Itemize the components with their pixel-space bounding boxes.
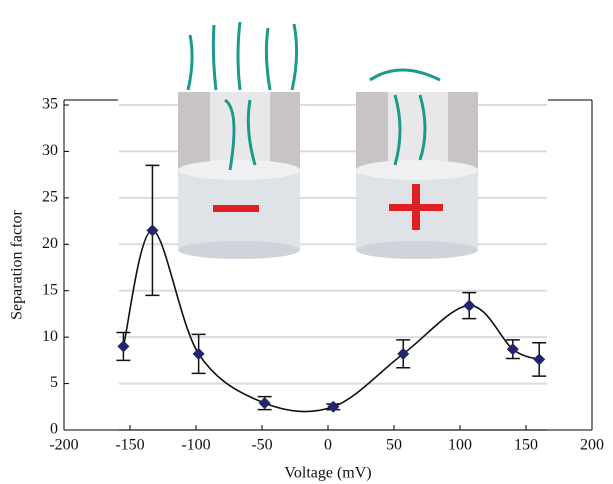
point (146, 224, 159, 237)
point (506, 343, 519, 356)
chain-left-out (186, 21, 299, 91)
point (117, 340, 130, 353)
x-tick-label: 150 (514, 437, 538, 454)
x-tick-label: -100 (181, 437, 210, 454)
base-left-top (178, 160, 300, 180)
y-tick-label: 0 (50, 421, 58, 438)
base-right-bottom (356, 241, 478, 259)
illustration (178, 21, 478, 259)
point (192, 347, 205, 360)
y-tick-label: 25 (42, 189, 58, 206)
plus-v (412, 184, 420, 230)
x-tick-label: 100 (448, 437, 472, 454)
point (327, 400, 340, 413)
y-tick-label: 35 (42, 96, 58, 113)
x-axis-label: Voltage (mV) (284, 465, 371, 482)
x-tick-label: 50 (386, 437, 402, 454)
x-tick-label: 200 (580, 437, 604, 454)
pore-left (210, 92, 270, 170)
point (463, 299, 476, 312)
point (258, 397, 271, 410)
y-axis-label: Separation factor (9, 209, 26, 319)
chains (186, 21, 441, 171)
y-tick-label: 10 (42, 328, 58, 345)
y-tick-label: 15 (42, 281, 58, 298)
chain-right (369, 68, 441, 166)
y-tick-label: 30 (42, 142, 58, 159)
minus-sign (213, 205, 259, 212)
x-tick-label: -150 (115, 437, 144, 454)
point (533, 353, 546, 366)
y-tick-label: 5 (50, 374, 58, 391)
chain-left-in (224, 98, 257, 171)
x-tick-label: 0 (324, 437, 332, 454)
base-left-bottom (178, 241, 300, 259)
y-tick-label: 20 (42, 235, 58, 252)
x-tick-label: -200 (49, 437, 78, 454)
base-right-top (356, 160, 478, 180)
point (397, 347, 410, 360)
x-tick-label: -50 (251, 437, 272, 454)
